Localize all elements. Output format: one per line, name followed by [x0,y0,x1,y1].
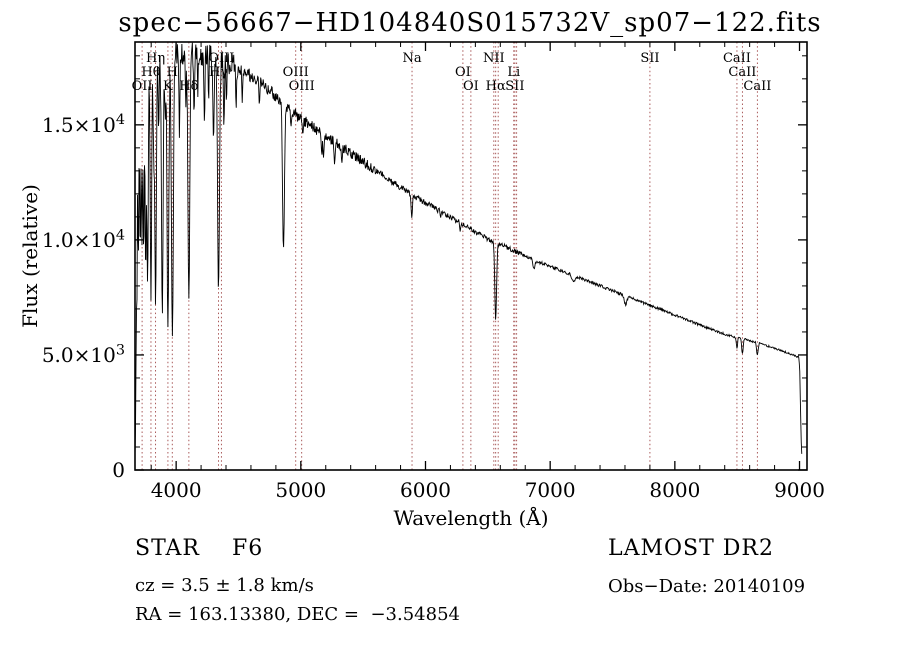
spectral-line-label: H [167,65,178,80]
spectral-line-label: Hθ [141,65,160,80]
x-tick-label: 7000 [525,478,576,502]
spectral-line-label: Li [507,65,520,80]
spectrum-trace [135,42,803,456]
obs-date: Obs−Date: 20140109 [608,576,806,597]
spectral-line-label: OIII [283,65,309,80]
spectral-line-label: Hη [146,51,165,66]
x-tick-label: 4000 [151,478,202,502]
spectral-line-label: SII [640,51,659,66]
spectral-line-label: Hγ [209,65,228,80]
x-tick-label: 5000 [275,478,326,502]
spectral-line-label: CaII [723,51,751,66]
spectral-line-label: K [163,79,173,94]
x-tick-label: 8000 [649,478,700,502]
y-tick-label: 0 [112,458,125,482]
y-tick-label: 1.0×104 [42,227,125,252]
object-class-label: STAR F6 [135,536,264,561]
spectral-line-label: Hα [486,79,506,94]
spectral-line-label: OI [463,79,479,94]
ra-dec: RA = 163.13380, DEC = −3.54854 [135,604,460,625]
spectral-line-label: CaII [743,79,771,94]
y-axis-label: Flux (relative) [18,184,42,328]
spectral-line-label: SII [505,79,524,94]
spectral-line-label: OII [132,79,153,94]
y-tick-label: 5.0×103 [42,342,125,367]
spectral-line-label: OIII [289,79,315,94]
spectral-line-label: NII [483,51,505,66]
survey-label: LAMOST DR2 [608,536,774,561]
spectral-line-label: CaII [728,65,756,80]
spectral-line-label: OI [455,65,471,80]
x-tick-label: 9000 [774,478,825,502]
plot-frame [134,41,808,471]
cz-value: cz = 3.5 ± 1.8 km/s [135,575,314,596]
y-tick-label: 1.5×104 [42,112,125,137]
spectral-line-label: Hδ [179,79,198,94]
plot-title: spec−56667−HD104840S015732V_sp07−122.fit… [118,8,822,38]
x-tick-label: 6000 [400,478,451,502]
x-axis-label: Wavelength (Å) [393,506,549,530]
spectral-line-label: Na [402,51,421,66]
